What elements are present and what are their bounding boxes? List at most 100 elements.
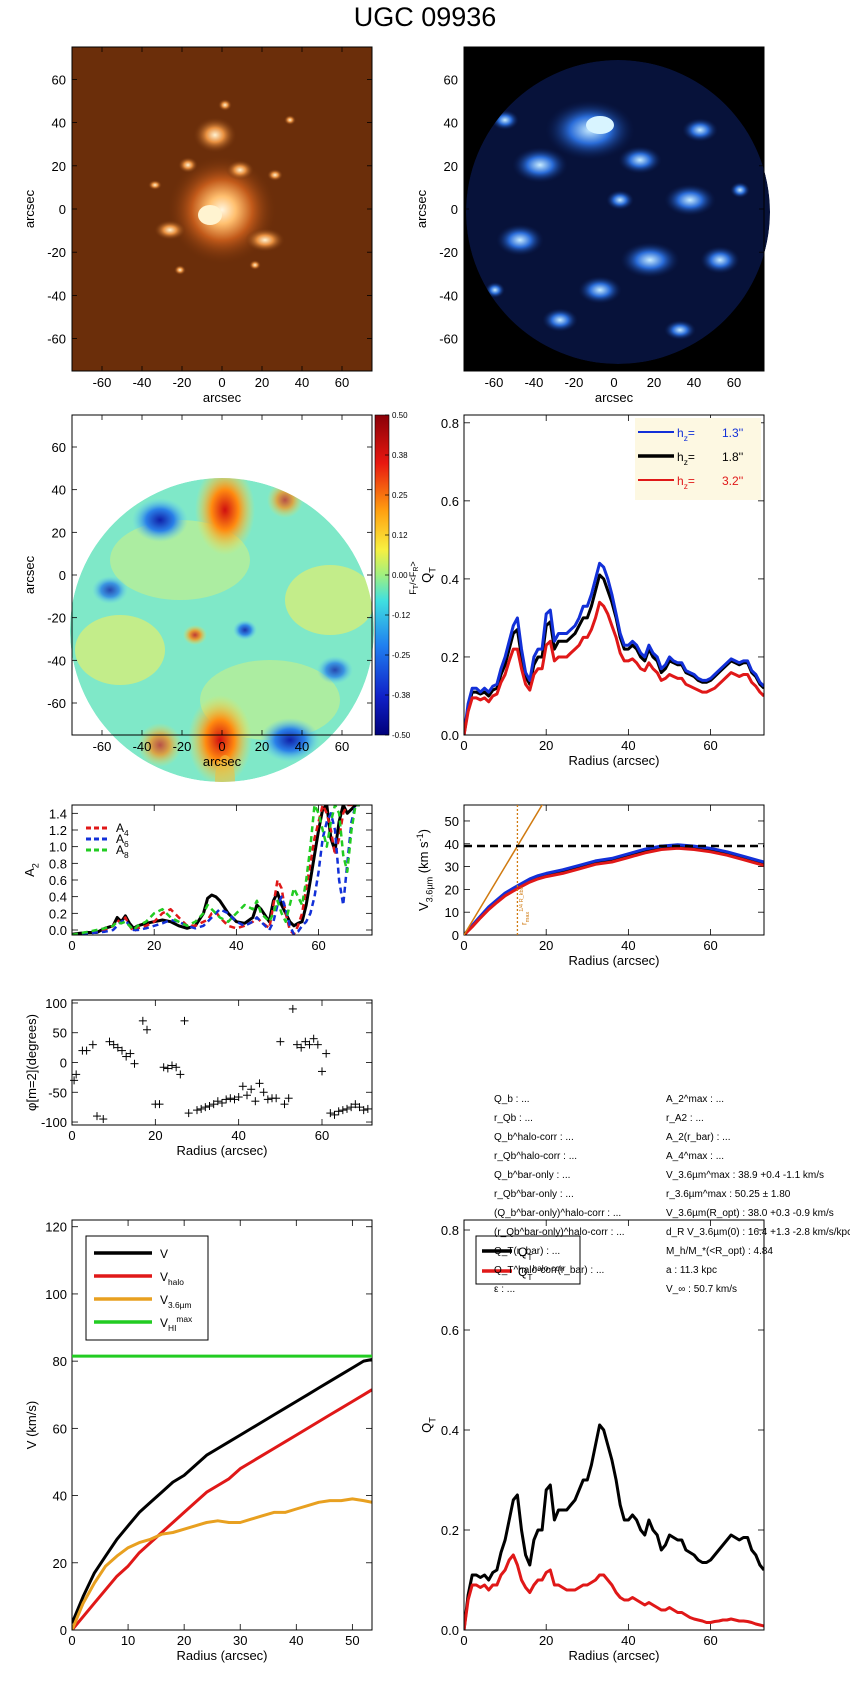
scatter-point	[138, 1016, 147, 1025]
y-tick-label: 0.2	[441, 1523, 459, 1538]
scatter-point	[130, 1059, 139, 1068]
x-axis-label: Radius (arcsec)	[568, 953, 659, 968]
colorbar-tick-label: 0.38	[392, 451, 408, 460]
series-line-1	[72, 1388, 372, 1630]
blue-axes: -60 -60 -40 -40 -20 -20 0 0 20 20 40 40 60 60 arcsec ar…	[414, 47, 764, 405]
y-tick-label: 20	[445, 882, 459, 897]
y-axis-label: arcsec	[414, 189, 429, 228]
x-tick-label: -40	[133, 375, 152, 390]
colorbar-tick-label: -0.50	[392, 731, 411, 740]
x-tick-label: 0	[68, 1128, 75, 1143]
legend-label: hz=	[677, 426, 695, 443]
x-tick-label: 40	[289, 1633, 303, 1648]
y-tick-label: 60	[444, 72, 458, 87]
legend-value: 3.2''	[722, 474, 743, 488]
scatter-point	[159, 1063, 168, 1072]
x-tick-label: 60	[335, 375, 349, 390]
x-tick-label: 20	[647, 375, 661, 390]
x-tick-label: 20	[539, 938, 553, 953]
scatter-point	[293, 1040, 301, 1049]
scatter-point	[222, 1095, 231, 1104]
y-tick-label: 0.6	[441, 494, 459, 509]
scatter-point	[226, 1094, 235, 1103]
series-line-2	[464, 846, 764, 935]
legend-label: QT	[518, 1245, 532, 1262]
colorbar-tick-label: 0.12	[392, 531, 408, 540]
y-tick-label: 60	[52, 72, 66, 87]
y-axis-label: V3.6µm (km s-1)	[415, 829, 435, 911]
y-tick-label: 0.4	[441, 1423, 459, 1438]
scatter-point	[263, 1095, 272, 1104]
scatter-point	[109, 1040, 118, 1049]
x-tick-label: 40	[621, 938, 635, 953]
y-tick-label: 20	[52, 525, 66, 540]
y-tick-label: 20	[52, 159, 66, 174]
scatter-point	[318, 1067, 326, 1076]
y-axis-label: QT	[419, 567, 438, 583]
scatter-point	[99, 1115, 108, 1124]
y-tick-label: 0.2	[49, 906, 67, 921]
y-tick-label: -60	[439, 332, 458, 347]
y-tick-label: 100	[45, 1287, 67, 1302]
x-tick-label: 60	[703, 738, 717, 753]
x-tick-label: 0	[68, 938, 75, 953]
info-right-item: V_∞ : 50.7 km/s	[666, 1284, 738, 1295]
info-left-item: Q_b : ...	[494, 1094, 530, 1105]
series-line-1	[72, 805, 360, 935]
info-left-item: r_Qb^halo-corr : ...	[494, 1151, 578, 1162]
x-tick-label: 40	[621, 1633, 635, 1648]
blue-image-panel: -60 -60 -40 -40 -20 -20 0 0 20 20 40 40 60 60 arcsec ar…	[414, 46, 770, 405]
scatter-point	[155, 1100, 164, 1109]
y-axis-label: arcsec	[22, 555, 37, 594]
x-axis-label: Radius (arcsec)	[176, 1648, 267, 1663]
series-line-1	[464, 1553, 764, 1630]
stellar-rotation-chart: 0 20 40 60 0 10 20 30 40 50 Radius (arcsec) V3.6µm …	[415, 804, 765, 968]
scatter-point	[201, 1103, 210, 1112]
legend: V Vhalo V3.6µm VHImax	[85, 1235, 209, 1341]
colorbar-tick-label: 0.25	[392, 491, 408, 500]
x-tick-label: 30	[233, 1633, 247, 1648]
x-tick-label: -60	[93, 375, 112, 390]
scatter-point	[351, 1100, 360, 1109]
x-tick-label: 60	[703, 938, 717, 953]
y-tick-label: 120	[45, 1220, 67, 1235]
rmax-annotation: rmax1/4 R_kbs	[519, 886, 531, 925]
scatter-point	[72, 1070, 81, 1079]
x-tick-label: 0	[460, 738, 467, 753]
scatter-point	[330, 1110, 339, 1119]
x-tick-label: 20	[147, 938, 161, 953]
info-right-item: r_3.6µm^max : 50.25 ± 1.80	[666, 1189, 791, 1200]
y-tick-label: 40	[445, 837, 459, 852]
legend-label: QThalo-corr	[518, 1263, 566, 1282]
y-tick-label: 0.2	[441, 650, 459, 665]
plot-frame	[463, 1219, 765, 1631]
y-tick-label: 60	[52, 440, 66, 455]
y-tick-label: 40	[52, 116, 66, 131]
info-left-column: Q_b : ... r_Qb : ... Q_b^halo-corr : ... r_…	[494, 1090, 625, 1299]
series-line-0	[72, 1358, 372, 1624]
x-tick-label: 40	[687, 375, 701, 390]
x-axis-label: Radius (arcsec)	[176, 1143, 267, 1158]
y-tick-label: 40	[444, 116, 458, 131]
info-left-item: ε : ...	[494, 1284, 516, 1295]
scatter-point	[301, 1037, 310, 1046]
legend-label: hz=	[677, 474, 695, 491]
force-map-axes: -60 -60 -40 -40 -20 -20 0 0 20 20 40 40 60 60 arcsec ar…	[22, 415, 372, 769]
y-tick-label: 0.0	[49, 923, 67, 938]
y-tick-label: 0	[59, 202, 66, 217]
x-axis-label: Radius (arcsec)	[568, 753, 659, 768]
rotation-components-chart: 0 10 20 30 40 50 0 20 40 60 80 100 120 Radius (arcsec…	[24, 1219, 373, 1663]
legend-value: 1.8''	[722, 450, 743, 464]
scatter-point	[209, 1100, 218, 1109]
y-tick-label: 20	[53, 1556, 67, 1571]
plot-frame	[71, 804, 373, 936]
info-right-item: a : 11.3 kpc	[666, 1265, 717, 1276]
scatter-point	[280, 1100, 289, 1109]
scatter-point	[259, 1088, 268, 1097]
info-right-column: A_2^max : ... r_A2 : ... A_2(r_bar) : ... A…	[666, 1090, 850, 1299]
info-left-item: (r_Qb^bar-only)^halo-corr : ...	[494, 1227, 625, 1238]
optical-image-panel: -60 -60 -40 -40 -20 -20 0 0 20 20 40 40 60 60 arcsec ar…	[22, 46, 373, 405]
legend-label: A4	[116, 821, 129, 838]
scatter-point	[180, 1016, 189, 1025]
